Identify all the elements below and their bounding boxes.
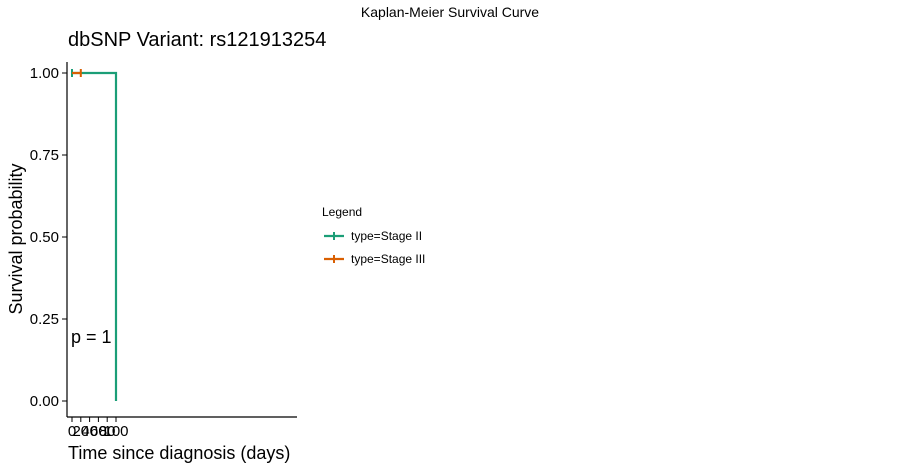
legend-label: type=Stage II	[351, 229, 422, 243]
x-tick-label: 40	[81, 423, 98, 440]
legend: Legend type=Stage II type=Stage III	[322, 205, 425, 266]
plot-title: dbSNP Variant: rs121913254	[68, 29, 326, 51]
y-tick-label: 1.00	[30, 65, 59, 82]
y-ticks: 0.00 0.25 0.50 0.75 1.00	[30, 65, 67, 410]
y-tick-label: 0.00	[30, 393, 59, 410]
x-axis-label: Time since diagnosis (days)	[68, 443, 290, 463]
survival-curve-1	[72, 71, 118, 401]
x-tick-label: 60	[90, 423, 107, 440]
y-axis-label: Survival probability	[6, 163, 26, 314]
x-tick-label: 80	[99, 423, 116, 440]
y-tick-label: 0.75	[30, 147, 59, 164]
x-tick-label: 20	[72, 423, 89, 440]
legend-items: type=Stage II type=Stage III	[324, 229, 425, 266]
x-tick-label: 100	[103, 423, 128, 440]
legend-label: type=Stage III	[351, 252, 425, 266]
survival-curves	[71, 69, 118, 401]
x-tick-label: 0	[68, 423, 76, 440]
axes	[66, 62, 297, 418]
legend-title: Legend	[322, 205, 362, 219]
page-title: Kaplan-Meier Survival Curve	[361, 4, 539, 20]
p-value-label: p = 1	[71, 327, 112, 347]
y-tick-label: 0.25	[30, 311, 59, 328]
y-tick-label: 0.50	[30, 229, 59, 246]
